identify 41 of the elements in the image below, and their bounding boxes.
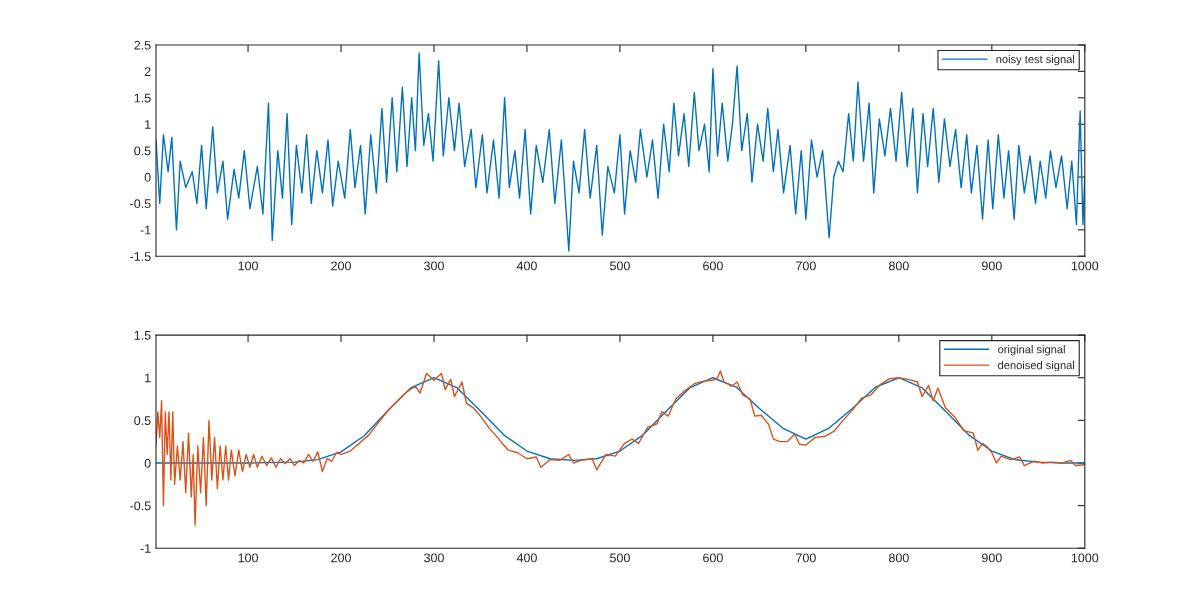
x-tick-label: 400 [516, 553, 537, 563]
x-tick-label: 300 [424, 261, 444, 271]
x-tick-label: 900 [981, 261, 1002, 271]
y-tick-label: -1.5 [130, 252, 151, 261]
line-series [156, 370, 1085, 526]
legend-label: denoised signal [998, 361, 1075, 372]
legend-label: noisy test signal [996, 54, 1075, 66]
x-tick-label: 800 [888, 261, 909, 271]
x-tick-label: 300 [424, 553, 444, 563]
x-tick-label: 200 [331, 553, 351, 563]
x-tick-label: 200 [331, 261, 351, 271]
y-tick-label: 2 [144, 67, 151, 76]
y-tick-label: 0 [144, 458, 151, 468]
x-tick-label: 100 [238, 261, 258, 271]
line-series [156, 52, 1085, 252]
line-series [156, 377, 1085, 464]
y-tick-label: 0.5 [134, 146, 151, 156]
x-tick-label: 500 [610, 261, 630, 271]
x-tick-label: 600 [703, 553, 723, 563]
y-tick-label: 1.5 [134, 93, 151, 103]
x-tick-label: 700 [796, 261, 816, 271]
y-tick-label: -0.5 [130, 501, 151, 511]
y-tick-label: -1 [140, 225, 151, 235]
legend-label: original signal [998, 345, 1065, 356]
x-tick-label: 600 [703, 261, 723, 271]
x-tick-label: 1000 [1071, 261, 1099, 271]
y-tick-label: -1 [140, 544, 151, 553]
x-tick-label: 500 [610, 553, 630, 563]
y-tick-label: 0 [144, 172, 151, 182]
x-tick-label: 800 [888, 553, 909, 563]
y-tick-label: -0.5 [130, 199, 151, 209]
y-tick-label: 1 [145, 373, 151, 383]
x-tick-label: 900 [981, 553, 1002, 563]
x-tick-label: 400 [516, 261, 537, 271]
x-tick-label: 100 [238, 553, 258, 563]
x-tick-label: 700 [796, 553, 816, 563]
y-tick-label: 1 [145, 120, 151, 129]
y-tick-label: 2.5 [134, 40, 151, 50]
y-tick-label: 1.5 [134, 331, 151, 340]
x-tick-label: 1000 [1071, 553, 1099, 563]
y-tick-label: 0.5 [134, 416, 151, 426]
